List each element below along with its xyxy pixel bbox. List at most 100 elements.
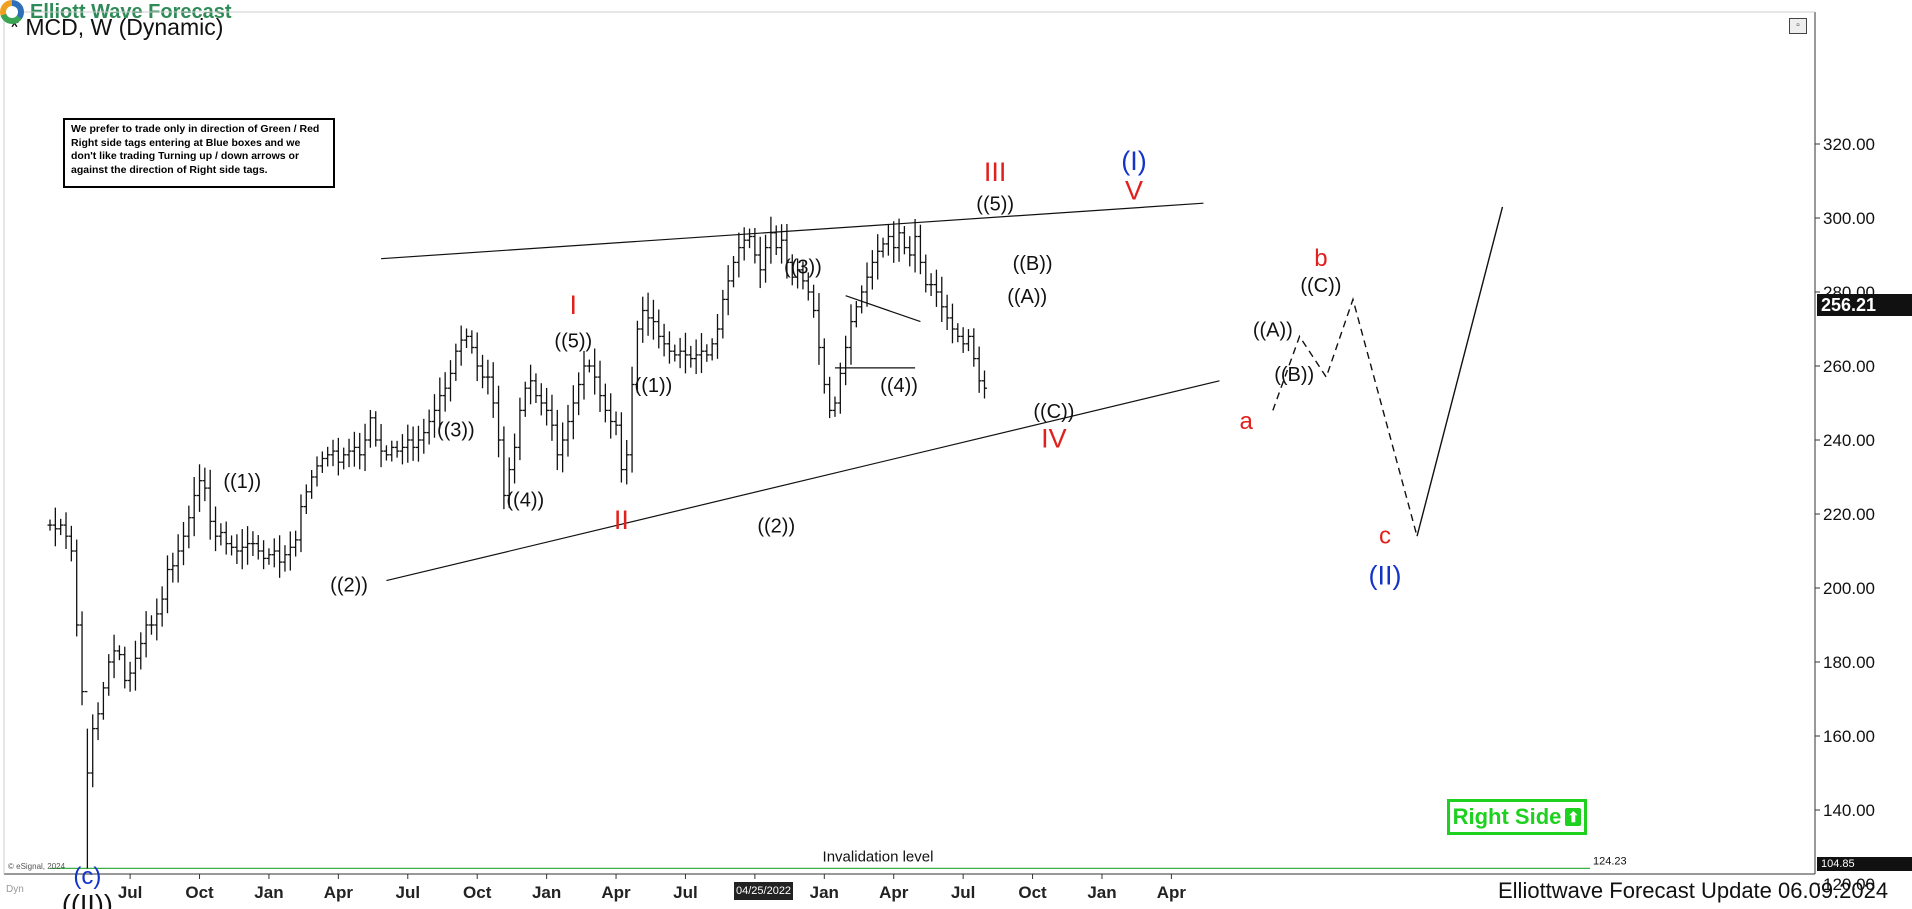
dyn-label: Dyn [6,884,24,895]
ohlc-bar [373,411,379,447]
y-tick-label: 140.00 [1823,801,1875,820]
wave-label: ((3)) [784,257,822,279]
wave-label: ((1)) [223,471,261,493]
wave-label: ((4)) [506,490,544,512]
maximize-icon[interactable]: ▫ [1789,18,1807,34]
ohlc-bar [672,344,678,362]
ohlc-bar [309,469,315,499]
ohlc-bar [266,548,272,565]
ohlc-bar [159,586,165,627]
ohlc-bar [554,409,560,471]
ohlc-bar [234,534,240,565]
ohlc-bar [148,615,154,635]
ohlc-bar [490,362,496,418]
wave-label: ((B)) [1274,364,1314,386]
invalidation-label: Invalidation level [823,848,934,865]
ohlc-bar [84,690,90,869]
ohlc-bar [229,535,235,556]
ohlc-bar [202,467,208,502]
ohlc-bar [52,507,58,547]
ohlc-bar [837,362,843,414]
wave-label: ((2)) [330,575,368,597]
projection-path-dashed [1272,297,1418,537]
wave-label: V [1125,176,1143,206]
x-tick-label: Apr [324,883,354,902]
x-tick-label: Jul [395,883,420,902]
invalidation-value: 124.23 [1593,855,1627,867]
wave-label: ((B)) [1013,253,1053,275]
wave-label: a [1239,408,1253,435]
ohlc-bar [298,494,304,553]
wave-label: IV [1041,423,1067,453]
ohlc-bar [666,331,672,364]
ohlc-bar [485,359,491,395]
ohlc-bar [608,393,614,439]
wave-label: III [984,157,1007,187]
ohlc-bar [789,254,795,286]
ohlc-bar [138,632,144,670]
ohlc-bar [677,337,683,369]
ohlc-bar [971,328,977,367]
ohlc-bar [688,345,694,368]
ohlc-bar [923,254,929,293]
ohlc-bar [132,640,138,691]
ohlc-bar [645,292,651,336]
ohlc-bar [859,285,865,314]
ohlc-bar [939,276,945,323]
ohlc-bar [618,412,624,483]
ohlc-bar [218,523,224,546]
ohlc-bar [736,232,742,278]
ohlc-bar [330,439,336,467]
ohlc-bar [437,377,443,429]
trading-disclaimer: We prefer to trade only in direction of … [63,118,335,188]
y-tick-label: 300.00 [1823,209,1875,228]
y-tick-label: 320.00 [1823,135,1875,154]
wave-label: c [1379,523,1391,550]
ohlc-bar [880,237,886,258]
ohlc-bar [538,383,544,416]
ohlc-bar [293,530,299,557]
ohlc-bar [367,410,373,448]
ohlc-bar [741,227,747,261]
ohlc-bar [122,646,128,689]
wave-label: ((II)) [62,890,113,909]
ohlc-bar [869,250,875,290]
ohlc-bar [90,714,96,788]
ohlc-bar [816,293,822,365]
ohlc-bar [682,332,688,374]
wave-label: ((A)) [1253,319,1293,341]
ohlc-bar [480,354,486,389]
ohlc-bar [613,411,619,436]
ohlc-bar [976,346,982,393]
wave-label: ((5)) [976,194,1014,216]
ohlc-bar [250,531,256,557]
ohlc-bar [394,440,400,458]
ohlc-bar [843,335,849,386]
wave-label: (c) [73,863,101,890]
ohlc-bar [704,344,710,362]
wave-label: ((3)) [437,419,475,441]
ohlc-bar [181,521,186,566]
ohlc-bar [68,525,74,562]
ohlc-bar [795,258,801,289]
esignal-credit: © eSignal, 2024 [8,862,66,871]
wave-label: ((1)) [635,375,673,397]
ohlc-bar [693,339,699,375]
ohlc-bar [709,338,715,361]
ohlc-bar [207,469,213,540]
ohlc-bar [74,539,80,637]
ohlc-bar [245,526,251,565]
x-tick-label: Jul [673,883,698,902]
right-side-label: Right Side [1452,804,1562,829]
ohlc-bar [453,343,459,381]
ohlc-bar [474,332,480,382]
ohlc-bar [282,545,288,572]
trendline-2 [386,380,1220,582]
up-arrow-icon: ⬆ [1565,808,1582,826]
ohlc-bar [576,372,582,416]
date-marker: 04/25/2022 [734,882,794,900]
wave-label: (I) [1121,146,1146,176]
ohlc-bar [469,330,475,354]
